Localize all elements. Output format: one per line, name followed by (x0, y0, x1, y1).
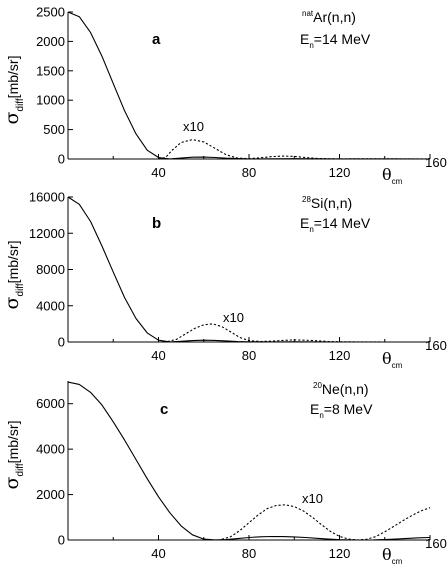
magnification-label: x10 (223, 310, 244, 325)
x-axis-label: θcm (382, 545, 403, 564)
y-tick-label: 0 (58, 335, 65, 350)
x-tick-label: 160 (425, 155, 447, 170)
x-axis-subscript: cm (392, 361, 403, 370)
x-axis-label: θcm (382, 349, 403, 370)
panel-label: c (160, 401, 168, 418)
x-tick-label: 120 (329, 348, 351, 363)
y-tick-label: 2500 (36, 5, 65, 20)
x-tick-label: 160 (425, 338, 447, 353)
x-axis-subscript: cm (392, 557, 403, 564)
x-tick-label: 120 (329, 165, 351, 180)
x-tick-label: 40 (151, 165, 165, 180)
y-axis-symbol: σ (1, 476, 23, 489)
y-tick-label: 4000 (36, 442, 65, 457)
y-tick-label: 500 (43, 122, 65, 137)
energy-symbol: E (300, 31, 309, 47)
y-axis-symbol: σ (1, 111, 23, 124)
reaction-name: Ne(n,n) (322, 381, 369, 397)
reaction-name: Ar(n,n) (313, 9, 356, 25)
y-axis-subscript: diff (15, 283, 26, 296)
y-axis-symbol: σ (1, 296, 23, 309)
x-axis-label: θcm (382, 165, 403, 186)
x-axis-symbol: θ (382, 349, 392, 368)
x-tick-label: 40 (151, 348, 165, 363)
series-cross-section (68, 197, 430, 342)
panel-label: b (152, 215, 161, 232)
energy-value: =8 MeV (324, 401, 373, 417)
magnification-label: x10 (302, 491, 323, 506)
chart-panel-b: 0 4000 8000 12000 16000 40 80 120 160 b 28Si(n,n) E… (1, 190, 447, 371)
y-tick-label: 1000 (36, 93, 65, 108)
y-tick-label: 12000 (29, 226, 65, 241)
x-tick-label: 40 (151, 546, 165, 561)
x-tick-label: 80 (242, 546, 256, 561)
x-axis-symbol: θ (382, 545, 392, 564)
x-tick-label: 160 (425, 536, 447, 551)
y-axis-label: σdiff[mb/sr] (1, 56, 26, 125)
series-magnified-x10 (222, 505, 430, 540)
y-axis-label: σdiff[mb/sr] (1, 241, 26, 310)
energy-symbol: E (310, 401, 319, 417)
x-axis-symbol: θ (382, 165, 392, 184)
chart-panel-c: 0 2000 4000 6000 40 80 120 160 c 20Ne(n,n) En=8 Me… (1, 381, 447, 564)
magnification-label: x10 (183, 119, 204, 134)
series-cross-section (68, 382, 430, 540)
y-tick-label: 0 (58, 152, 65, 167)
y-tick-label: 2000 (36, 487, 65, 502)
reaction-name: Si(n,n) (311, 195, 352, 211)
energy-symbol: E (300, 215, 309, 231)
y-axis-subscript: diff (15, 463, 26, 476)
y-tick-label: 6000 (36, 396, 65, 411)
y-axis-label: σdiff[mb/sr] (1, 421, 26, 490)
chart-panel-a: 0 500 1000 1500 2000 2500 40 80 120 160 a natAr(n,n… (1, 5, 447, 187)
y-tick-label: 0 (58, 533, 65, 548)
reaction-label: natAr(n,n) (302, 9, 356, 25)
x-tick-label: 120 (329, 546, 351, 561)
panel-label: a (152, 31, 161, 48)
y-tick-label: 4000 (36, 298, 65, 313)
energy-label: En=14 MeV (300, 215, 371, 234)
energy-label: En=14 MeV (300, 31, 371, 50)
y-axis-unit: [mb/sr] (5, 56, 21, 99)
series-cross-section (68, 12, 430, 159)
energy-value: =14 MeV (314, 31, 371, 47)
y-axis-subscript: diff (15, 98, 26, 111)
x-tick-label: 80 (242, 165, 256, 180)
y-tick-label: 16000 (29, 190, 65, 205)
y-tick-label: 2000 (36, 34, 65, 49)
reaction-label: 20Ne(n,n) (313, 381, 369, 397)
energy-value: =14 MeV (314, 215, 371, 231)
series-magnified-x10 (168, 324, 430, 342)
y-axis-unit: [mb/sr] (5, 241, 21, 284)
y-axis-unit: [mb/sr] (5, 421, 21, 464)
y-tick-label: 1500 (36, 63, 65, 78)
x-axis-subscript: cm (392, 177, 403, 186)
reaction-label: 28Si(n,n) (302, 195, 352, 211)
reaction-superscript: nat (302, 9, 314, 18)
y-tick-label: 8000 (36, 262, 65, 277)
x-tick-label: 80 (242, 348, 256, 363)
energy-label: En=8 MeV (310, 401, 373, 420)
